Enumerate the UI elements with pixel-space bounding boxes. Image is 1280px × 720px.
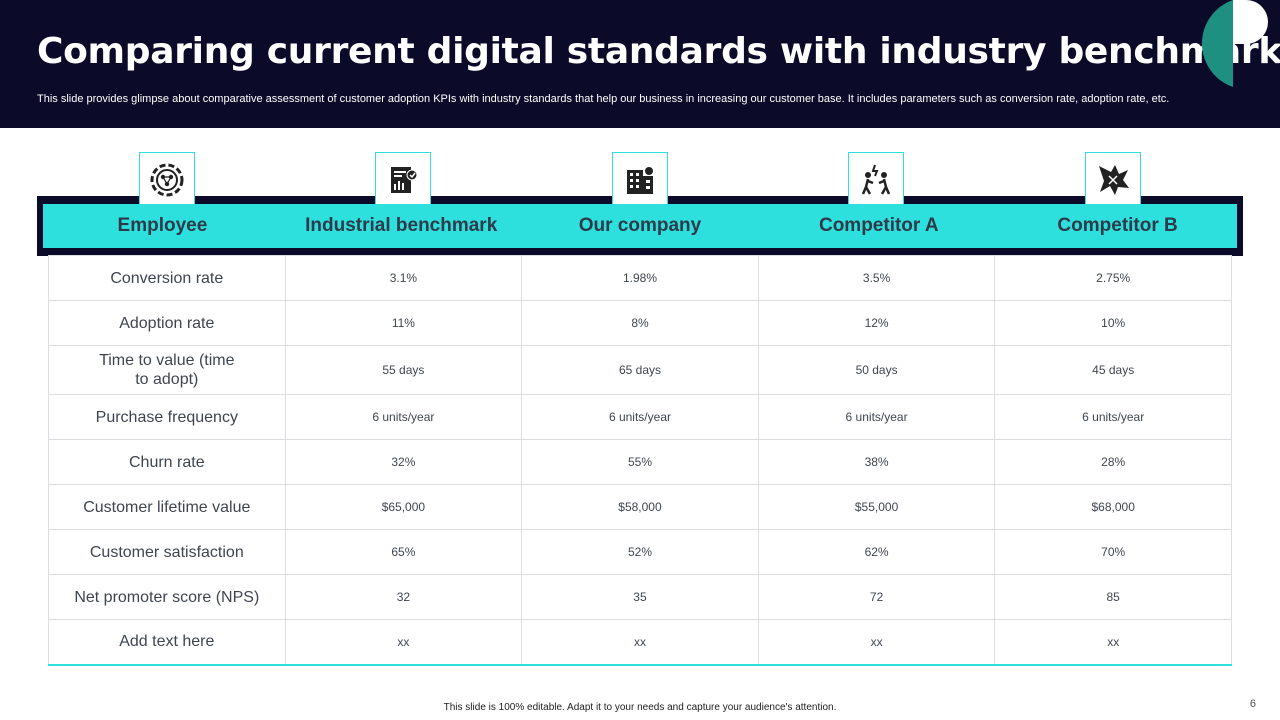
table-cell: 38% [757,439,996,485]
table-cell: 50 days [757,345,996,395]
table-cell: 52% [521,529,759,575]
table-cell: 10% [994,300,1232,346]
table-row: Customer lifetime value $65,000 $58,000 $55… [48,484,1232,530]
gear-network-icon [139,152,195,208]
broken-shield-icon [1085,152,1141,208]
row-label: Time to value (time to adopt) [48,345,286,395]
column-header-industrial-benchmark: Industrial benchmark [305,215,498,236]
row-label: Customer lifetime value [48,484,286,530]
table-cell: 8% [521,300,759,346]
table-cell: 12% [757,300,996,346]
corner-logo-icon [1201,0,1268,87]
row-label: Customer satisfaction [48,529,286,575]
table-cell: 70% [994,529,1232,575]
row-label: Net promoter score (NPS) [48,574,286,620]
column-header-competitor-a: Competitor A [818,215,939,236]
table-cell: 2.75% [994,255,1232,301]
table-row: Customer satisfaction 65% 52% 62% 70% [48,529,1232,575]
table-cell: xx [994,619,1232,666]
table-cell: 28% [994,439,1232,485]
row-label: Purchase frequency [48,394,286,440]
table-cell: 32% [284,439,523,485]
office-building-icon [612,152,668,208]
table-cell: 55% [521,439,759,485]
table-cell: 65 days [521,345,759,395]
table-cell: 6 units/year [521,394,759,440]
row-label: Adoption rate [48,300,286,346]
table-row: Churn rate 32% 55% 38% 28% [48,439,1232,485]
footer-note: This slide is 100% editable. Adapt it to… [443,702,837,713]
table-row: Net promoter score (NPS) 32 35 72 85 [48,574,1232,620]
table-row: Adoption rate 11% 8% 12% 10% [48,300,1232,346]
table-cell: $58,000 [521,484,759,530]
table-row: Conversion rate 3.1% 1.98% 3.5% 2.75% [48,255,1232,301]
page-number: 6 [1249,698,1256,710]
table-cell: 6 units/year [284,394,523,440]
report-chart-icon [375,152,431,208]
table-cell: $55,000 [757,484,996,530]
row-label: Churn rate [48,439,286,485]
column-header-employee: Employee [117,215,208,236]
table-cell: 62% [757,529,996,575]
table-cell: 6 units/year [757,394,996,440]
table-row: Time to value (time to adopt) 55 days 65 d… [48,345,1232,395]
table-cell: xx [284,619,523,666]
table-cell: 3.5% [757,255,996,301]
column-header-competitor-b: Competitor B [1057,215,1178,236]
slide-title: Comparing current digital standards with… [37,31,1280,72]
table-cell: 1.98% [521,255,759,301]
table-cell: 6 units/year [994,394,1232,440]
slide-header: Comparing current digital standards with… [0,0,1280,128]
table-cell: xx [521,619,759,666]
table-cell: $68,000 [994,484,1232,530]
row-label: Add text here [48,619,286,666]
table-header-row: Employee Industrial benchmark Our compan… [43,204,1237,248]
table-cell: $65,000 [284,484,523,530]
table-cell: 11% [284,300,523,346]
table-cell: 55 days [284,345,523,395]
table-cell: xx [757,619,996,666]
table-cell: 85 [994,574,1232,620]
row-label: Conversion rate [48,255,286,301]
table-cell: 65% [284,529,523,575]
table-cell: 35 [521,574,759,620]
table-cell: 3.1% [284,255,523,301]
table-row: Purchase frequency 6 units/year 6 units/ye… [48,394,1232,440]
people-conflict-icon [848,152,904,208]
table-cell: 32 [284,574,523,620]
column-header-our-company: Our company [578,215,702,236]
table-cell: 72 [757,574,996,620]
comparison-table: Conversion rate 3.1% 1.98% 3.5% 2.75% Adoptio… [48,255,1232,666]
table-cell: 45 days [994,345,1232,395]
slide-subtitle: This slide provides glimpse about compar… [37,93,1170,105]
table-row: Add text here xx xx xx xx [48,619,1232,666]
